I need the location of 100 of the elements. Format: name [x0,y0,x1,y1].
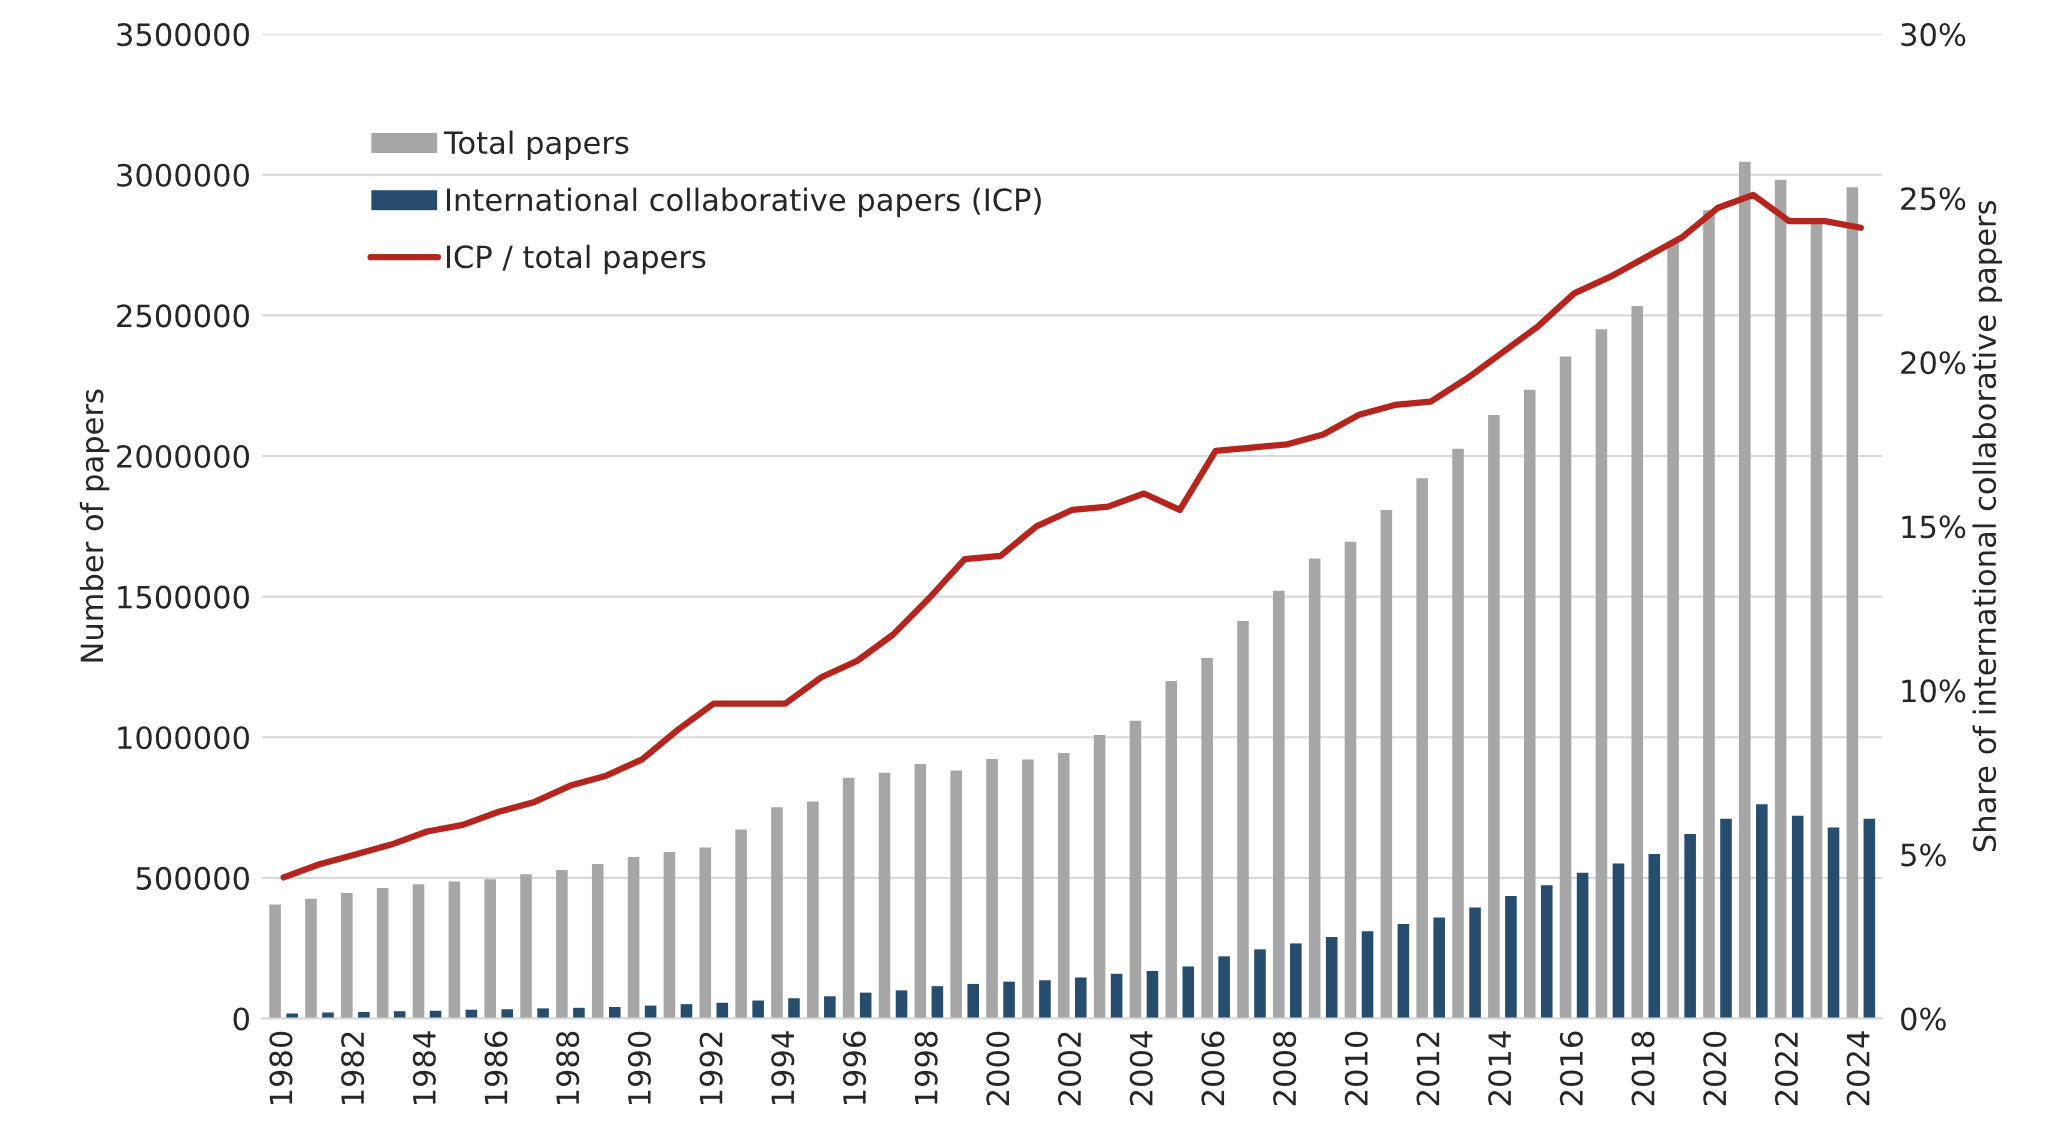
y-tick-label: 1500000 [118,585,249,609]
bar [1595,329,1608,1019]
bar [878,772,891,1019]
y2-axis-title: Share of international collaborative papers [1972,200,2003,852]
bar [1433,917,1446,1019]
y-tick-label: 1000000 [118,726,249,750]
x-tick-label: 2002 [1058,1032,1082,1106]
bar [1057,753,1070,1019]
x-tick-label: 1996 [842,1031,867,1105]
y2-tick-label: 10% [1902,679,1966,703]
bar [448,881,461,1019]
bar [1810,223,1823,1019]
bar [1380,510,1393,1019]
x-tick-label: 2020 [1703,1031,1727,1106]
bar [1523,389,1536,1019]
bar [771,807,783,1019]
x-tick-label: 1986 [484,1031,508,1105]
y2-tick-label: 25% [1901,187,1966,211]
bar [520,874,532,1019]
bar [608,1006,621,1019]
bar [1218,956,1230,1019]
bar [627,857,640,1019]
bar [1540,885,1553,1019]
x-tick-label: 2010 [1344,1031,1368,1106]
bar [305,898,317,1019]
bar [1093,735,1106,1019]
bar [950,770,962,1019]
bar [1648,853,1661,1019]
bar [914,763,927,1019]
y-tick-label: 3000000 [117,163,249,187]
bar [1791,815,1804,1019]
x-tick-label: 1994 [771,1031,795,1105]
legend-label: Total papers [443,130,629,161]
bar [1469,907,1481,1019]
bar [895,990,908,1019]
bar [752,1000,764,1019]
bar [412,884,425,1019]
x-tick-label: 2022 [1774,1032,1799,1106]
legend-label: International collaborative papers (ICP) [446,187,1041,218]
bar [1397,924,1410,1019]
x-tick-label: 2018 [1631,1031,1655,1106]
bar [1416,478,1428,1019]
bar [537,1008,549,1019]
y2-tick-label: 20% [1901,351,1966,375]
bar [1074,977,1087,1019]
y-axis-title: Number of papers [79,389,110,662]
y2-tick-label: 0% [1901,1007,1946,1031]
bar [807,801,819,1019]
y-tick-label: 2500000 [117,304,249,328]
bar [824,996,836,1019]
y-tick-label: 500000 [136,866,249,890]
bar [1201,657,1213,1019]
bar [1505,895,1517,1019]
bar [1667,241,1679,1019]
bar [1756,804,1768,1019]
bar [1290,943,1302,1019]
y2-tick-label: 5% [1901,843,1946,867]
x-tick-label: 2006 [1201,1031,1225,1106]
bar [1308,558,1321,1019]
bar [735,829,747,1019]
legend-label: ICP / total papers [446,244,706,275]
bar [842,777,855,1019]
bar [1165,681,1178,1019]
bar [967,983,980,1019]
bar [1361,931,1374,1019]
x-tick-label: 1988 [556,1031,580,1105]
bar [1325,936,1338,1019]
y2-tick-label: 30% [1901,23,1966,47]
bar [1846,187,1859,1019]
bar [1684,834,1696,1019]
x-tick-label: 2012 [1416,1032,1440,1106]
x-tick-label: 1992 [699,1032,723,1105]
bar [1739,161,1751,1019]
bar [1720,818,1732,1019]
bar [1631,306,1644,1019]
bar [1559,356,1572,1019]
bar [1576,872,1589,1019]
bar [591,864,604,1019]
bar [1612,863,1625,1019]
bar [1022,759,1034,1019]
y-tick-label: 3500000 [117,23,249,47]
bar [1273,590,1285,1019]
bar [1110,973,1123,1019]
bar [269,904,281,1019]
bar [1129,720,1142,1019]
bar [1488,414,1500,1019]
bar [341,893,353,1019]
bar [1237,621,1249,1019]
x-tick-label: 1984 [412,1031,436,1105]
x-tick-label: 1982 [341,1032,365,1105]
bar [484,879,496,1019]
x-tick-label: 2000 [986,1031,1010,1106]
bar [1774,179,1787,1019]
bar [1039,980,1051,1019]
x-tick-label: 2016 [1559,1031,1583,1106]
bar [699,847,712,1019]
bar [931,986,944,1019]
x-tick-label: 2004 [1129,1031,1153,1106]
x-tick-label: 1990 [627,1031,651,1105]
bar [663,852,676,1019]
